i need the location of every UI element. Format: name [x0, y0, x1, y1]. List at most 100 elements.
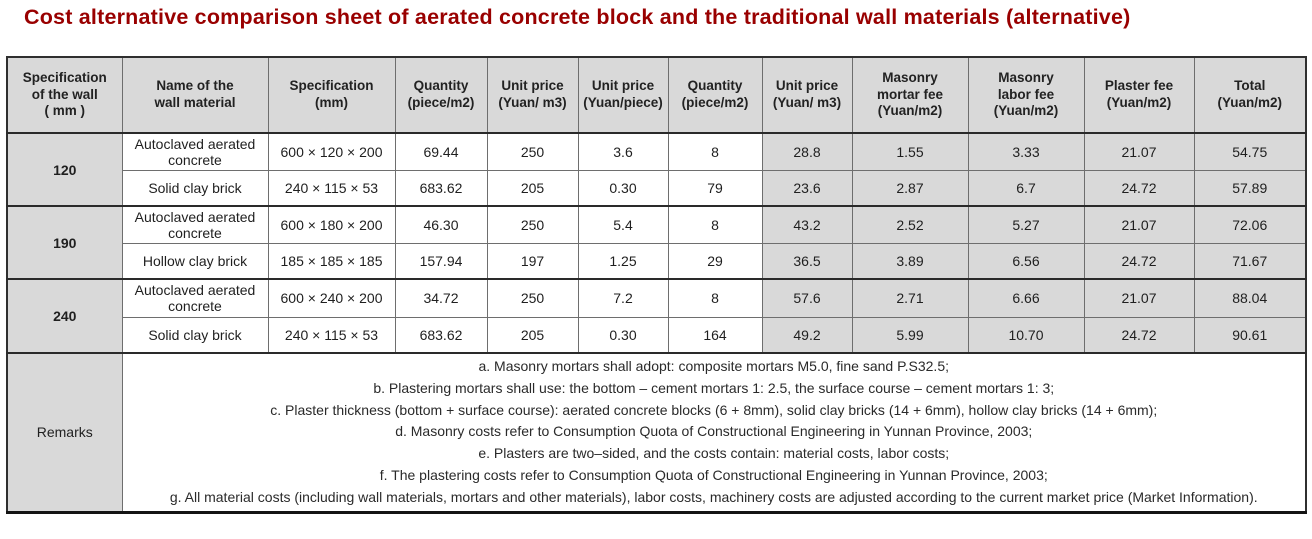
- remark-line-d: d. Masonry costs refer to Consumption Qu…: [395, 423, 1033, 440]
- col-header-quantity-2: Quantity (piece/m2): [667, 56, 763, 134]
- remark-line-a: a. Masonry mortars shall adopt: composit…: [478, 357, 950, 374]
- quantity-value: 46.30: [394, 205, 488, 245]
- col-header-quantity-1: Quantity (piece/m2): [394, 56, 488, 134]
- unit-price-piece-value: 0.30: [577, 316, 669, 354]
- remarks-content: a. Masonry mortars shall adopt: composit…: [121, 351, 1307, 514]
- unit-price-m3-value: 205: [486, 170, 579, 207]
- unit-price-piece-value: 0.30: [577, 170, 669, 207]
- total-value: 90.61: [1193, 316, 1307, 354]
- labor-fee-value: 6.7: [967, 170, 1085, 207]
- total-value: 57.89: [1193, 170, 1307, 207]
- remark-line-f: f. The plastering costs refer to Consump…: [379, 467, 1048, 484]
- col-header-masonry-mortar-fee: Masonry mortar fee (Yuan/m2): [851, 56, 969, 134]
- unit-price-m3-2-value: 36.5: [761, 243, 853, 280]
- wall-spec-120: 120: [6, 131, 123, 207]
- plaster-fee-value: 24.72: [1083, 316, 1195, 354]
- plaster-fee-value: 21.07: [1083, 205, 1195, 245]
- col-header-unit-price-m3-1: Unit price (Yuan/ m3): [486, 56, 579, 134]
- quantity-value: 683.62: [394, 316, 488, 354]
- material-name: Hollow clay brick: [121, 243, 269, 280]
- unit-price-m3-2-value: 57.6: [761, 278, 853, 318]
- total-value: 88.04: [1193, 278, 1307, 318]
- plaster-fee-value: 21.07: [1083, 278, 1195, 318]
- unit-price-piece-value: 3.6: [577, 132, 669, 172]
- quantity-value: 69.44: [394, 132, 488, 172]
- unit-price-m3-2-value: 23.6: [761, 170, 853, 207]
- unit-price-m3-value: 250: [486, 278, 579, 318]
- specification-value: 185 × 185 × 185: [267, 243, 396, 280]
- remark-line-b: b. Plastering mortars shall use: the bot…: [373, 379, 1055, 396]
- total-value: 71.67: [1193, 243, 1307, 280]
- table-row: 120 Autoclaved aerated concrete 600 × 12…: [6, 131, 1307, 207]
- material-name: Autoclaved aerated concrete: [121, 205, 269, 245]
- quantity2-value: 8: [667, 278, 763, 318]
- material-name: Autoclaved aerated concrete: [121, 132, 269, 172]
- labor-fee-value: 6.66: [967, 278, 1085, 318]
- specification-value: 600 × 240 × 200: [267, 278, 396, 318]
- mortar-fee-value: 1.55: [851, 132, 969, 172]
- table-row: 190 Autoclaved aerated concrete 600 × 18…: [6, 205, 1307, 280]
- labor-fee-value: 3.33: [967, 132, 1085, 172]
- table-row: Hollow clay brick 185 × 185 × 185 157.94…: [7, 243, 1307, 280]
- col-header-plaster-fee: Plaster fee (Yuan/m2): [1083, 56, 1195, 134]
- labor-fee-value: 10.70: [967, 316, 1085, 354]
- cost-comparison-table: Specification of the wall ( mm ) Name of…: [6, 56, 1307, 515]
- specification-value: 240 × 115 × 53: [267, 170, 396, 207]
- unit-price-piece-value: 7.2: [577, 278, 669, 318]
- mortar-fee-value: 5.99: [851, 316, 969, 354]
- material-name: Solid clay brick: [121, 170, 269, 207]
- remark-line-c: c. Plaster thickness (bottom + surface c…: [270, 401, 1158, 418]
- plaster-fee-value: 21.07: [1083, 132, 1195, 172]
- unit-price-m3-2-value: 28.8: [761, 132, 853, 172]
- col-header-material-name: Name of the wall material: [121, 56, 269, 134]
- table-row: Solid clay brick 240 × 115 × 53 683.62 2…: [7, 170, 1307, 207]
- col-header-total: Total (Yuan/m2): [1193, 56, 1307, 134]
- page-title: Cost alternative comparison sheet of aer…: [24, 5, 1131, 29]
- unit-price-m3-value: 250: [486, 205, 579, 245]
- wall-spec-190: 190: [6, 205, 123, 280]
- remarks-label: Remarks: [6, 351, 123, 514]
- specification-value: 240 × 115 × 53: [267, 316, 396, 354]
- unit-price-m3-value: 205: [486, 316, 579, 354]
- total-value: 72.06: [1193, 205, 1307, 245]
- total-value: 54.75: [1193, 132, 1307, 172]
- material-name: Solid clay brick: [121, 316, 269, 354]
- plaster-fee-value: 24.72: [1083, 170, 1195, 207]
- unit-price-m3-value: 197: [486, 243, 579, 280]
- wall-spec-240: 240: [6, 278, 123, 354]
- table-row: Solid clay brick 240 × 115 × 53 683.62 2…: [7, 316, 1307, 354]
- labor-fee-value: 5.27: [967, 205, 1085, 245]
- quantity2-value: 79: [667, 170, 763, 207]
- quantity2-value: 8: [667, 205, 763, 245]
- unit-price-m3-2-value: 49.2: [761, 316, 853, 354]
- col-header-masonry-labor-fee: Masonry labor fee (Yuan/m2): [967, 56, 1085, 134]
- unit-price-m3-2-value: 43.2: [761, 205, 853, 245]
- header-row: Specification of the wall ( mm ) Name of…: [6, 56, 1307, 134]
- unit-price-m3-value: 250: [486, 132, 579, 172]
- unit-price-piece-value: 1.25: [577, 243, 669, 280]
- mortar-fee-value: 2.71: [851, 278, 969, 318]
- remark-line-e: e. Plasters are two–sided, and the costs…: [478, 445, 950, 462]
- unit-price-piece-value: 5.4: [577, 205, 669, 245]
- col-header-unit-price-piece: Unit price (Yuan/piece): [577, 56, 669, 134]
- col-header-specification: Specification (mm): [267, 56, 396, 134]
- mortar-fee-value: 2.87: [851, 170, 969, 207]
- table-row: 240 Autoclaved aerated concrete 600 × 24…: [6, 278, 1307, 354]
- quantity2-value: 8: [667, 132, 763, 172]
- quantity-value: 157.94: [394, 243, 488, 280]
- remark-line-g: g. All material costs (including wall ma…: [169, 489, 1258, 506]
- quantity2-value: 29: [667, 243, 763, 280]
- specification-value: 600 × 120 × 200: [267, 132, 396, 172]
- specification-value: 600 × 180 × 200: [267, 205, 396, 245]
- mortar-fee-value: 3.89: [851, 243, 969, 280]
- material-name: Autoclaved aerated concrete: [121, 278, 269, 318]
- mortar-fee-value: 2.52: [851, 205, 969, 245]
- col-header-unit-price-m3-2: Unit price (Yuan/ m3): [761, 56, 853, 134]
- quantity2-value: 164: [667, 316, 763, 354]
- quantity-value: 683.62: [394, 170, 488, 207]
- remarks-row: Remarks a. Masonry mortars shall adopt: …: [6, 351, 1307, 514]
- col-header-wall-spec: Specification of the wall ( mm ): [6, 56, 123, 134]
- labor-fee-value: 6.56: [967, 243, 1085, 280]
- plaster-fee-value: 24.72: [1083, 243, 1195, 280]
